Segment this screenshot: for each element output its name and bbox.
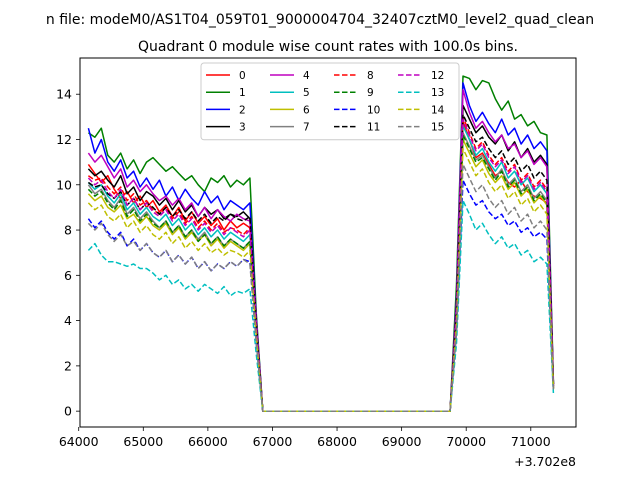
legend-label-13: 13: [431, 87, 444, 99]
series-line-13: [87, 199, 555, 412]
series-line-12: [87, 118, 555, 412]
x-tick-label: 64000: [59, 434, 99, 449]
legend-label-9: 9: [367, 87, 374, 99]
x-tick-label: 68000: [317, 434, 357, 449]
legend-label-10: 10: [367, 104, 380, 116]
legend-label-5: 5: [303, 87, 310, 99]
series-line-5: [87, 125, 555, 412]
legend-label-14: 14: [431, 104, 445, 116]
y-tick-label: 2: [64, 358, 72, 373]
y-tick-label: 6: [64, 268, 72, 283]
x-tick-label: 66000: [188, 434, 228, 449]
y-tick-label: 4: [64, 313, 72, 328]
y-tick-label: 10: [56, 177, 72, 192]
legend-label-3: 3: [239, 122, 246, 134]
legend-label-6: 6: [303, 104, 310, 116]
x-tick-label: 65000: [123, 434, 163, 449]
legend-label-4: 4: [303, 70, 310, 82]
legend-box: [200, 62, 460, 141]
series-line-8: [87, 116, 555, 412]
y-axis: 0 2 4 6 8 10 12 14: [56, 87, 80, 419]
series-line-2: [87, 82, 555, 412]
legend-label-15: 15: [431, 122, 444, 134]
series-layer: [87, 75, 555, 412]
legend-label-1: 1: [239, 87, 246, 99]
series-line-14: [87, 147, 555, 412]
figure-suptitle: n file: modeM0/AS1T04_059T01_9000004704_…: [46, 12, 594, 28]
legend-label-0: 0: [239, 70, 246, 82]
legend-label-12: 12: [431, 70, 444, 82]
x-tick-label: 67000: [253, 434, 293, 449]
y-tick-label: 8: [64, 223, 72, 238]
legend-label-11: 11: [367, 122, 380, 134]
series-line-1: [87, 75, 555, 412]
series-line-6: [87, 138, 555, 412]
plot-frame: [79, 57, 577, 428]
legend-label-2: 2: [239, 104, 246, 116]
series-line-9: [87, 134, 555, 412]
x-tick-label: 69000: [382, 434, 422, 449]
y-tick-label: 0: [64, 404, 72, 419]
legend-label-8: 8: [367, 70, 374, 82]
chart-title: Quadrant 0 module wise count rates with …: [138, 39, 518, 55]
y-tick-label: 14: [56, 87, 72, 102]
y-tick-label: 12: [56, 132, 72, 147]
series-line-15: [87, 163, 555, 412]
x-offset-label: +3.702e8: [514, 454, 576, 469]
x-tick-label: 70000: [446, 434, 486, 449]
series-line-4: [87, 88, 555, 412]
x-axis: 64000 65000 66000 67000 68000 69000 70000 71000: [59, 427, 551, 449]
x-tick-label: 71000: [511, 434, 551, 449]
legend-label-7: 7: [303, 122, 310, 134]
